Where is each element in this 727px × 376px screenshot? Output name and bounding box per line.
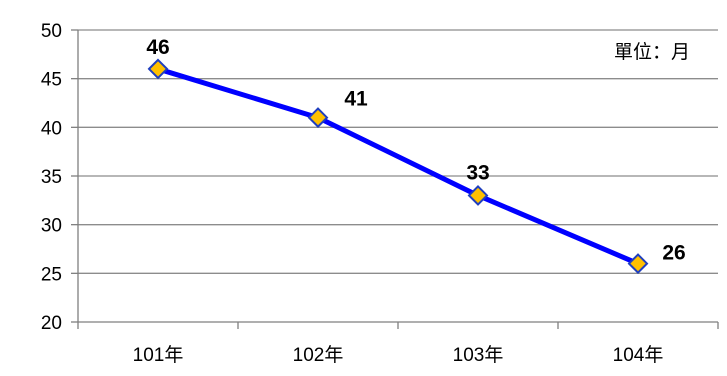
gridlines	[78, 29, 718, 274]
axes	[71, 29, 719, 329]
x-tick-label: 104年	[613, 344, 664, 366]
series-line-path	[155, 66, 641, 267]
y-tick-label: 45	[41, 70, 62, 91]
data-label: 33	[466, 161, 489, 184]
y-tick-labels: 20 25 30 35 40 45 50	[41, 21, 62, 334]
x-tick-labels: 101年 102年 103年 104年	[133, 344, 664, 366]
x-tick-label: 103年	[453, 344, 504, 366]
data-label: 46	[146, 36, 169, 59]
unit-note: 單位：月	[614, 41, 690, 63]
data-label: 41	[344, 88, 368, 111]
y-tick-label: 50	[41, 21, 62, 42]
data-point-marker	[147, 58, 169, 80]
series-line	[155, 66, 641, 267]
y-tick-label: 35	[41, 167, 62, 188]
y-tick-label: 20	[41, 313, 62, 334]
x-tick-label: 102年	[293, 344, 344, 366]
data-point-marker	[307, 107, 329, 129]
data-point-marker	[467, 185, 489, 206]
y-tick-label: 25	[41, 264, 62, 285]
data-markers	[147, 58, 649, 275]
data-labels: 46 41 33 26	[146, 36, 685, 265]
data-point-marker	[627, 253, 649, 275]
x-tick-label: 101年	[133, 344, 184, 366]
y-tick-label: 40	[41, 118, 62, 139]
y-tick-label: 30	[41, 216, 62, 237]
data-label: 26	[662, 242, 685, 265]
